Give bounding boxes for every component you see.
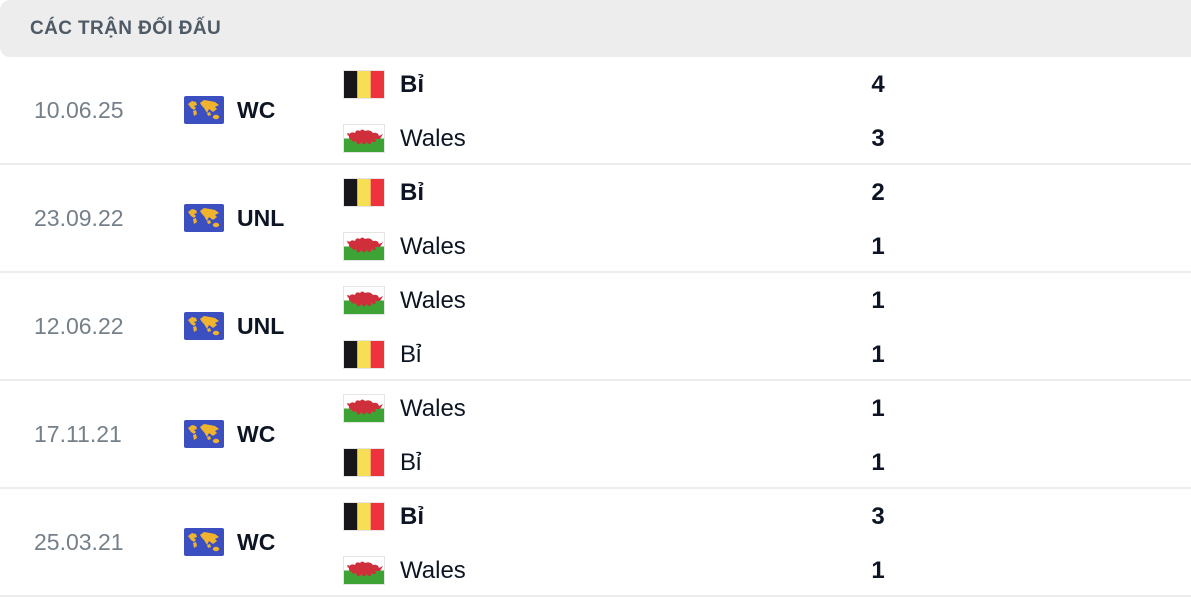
team-row: Wales bbox=[344, 125, 466, 152]
competition: WC bbox=[184, 381, 275, 487]
team-row: Bỉ bbox=[344, 341, 466, 368]
match-row[interactable]: 17.11.21 WC Wales bbox=[0, 381, 1191, 489]
section-title: CÁC TRẬN ĐỐI ĐẤU bbox=[30, 17, 222, 39]
team-score: 4 bbox=[871, 71, 885, 98]
team-score: 2 bbox=[871, 179, 885, 206]
scores-column: 3 1 bbox=[856, 503, 900, 584]
team-name: Bỉ bbox=[400, 70, 424, 98]
section-header: CÁC TRẬN ĐỐI ĐẤU bbox=[0, 0, 1191, 57]
team-name: Wales bbox=[400, 394, 466, 422]
world-map-icon bbox=[184, 420, 224, 448]
team-flag-icon bbox=[344, 71, 384, 98]
team-flag-icon bbox=[344, 449, 384, 476]
competition: WC bbox=[184, 489, 275, 595]
match-row[interactable]: 23.09.22 UNL Bỉ bbox=[0, 165, 1191, 273]
match-date: 17.11.21 bbox=[34, 420, 122, 447]
world-map-icon bbox=[184, 204, 224, 232]
team-row: Wales bbox=[344, 233, 466, 260]
team-name: Bỉ bbox=[400, 340, 422, 368]
teams-column: Bỉ Wales bbox=[344, 71, 466, 152]
team-row: Bỉ bbox=[344, 503, 466, 530]
team-score: 1 bbox=[871, 233, 885, 260]
team-name: Bỉ bbox=[400, 448, 422, 476]
competition-label: WC bbox=[237, 96, 276, 123]
scores-column: 2 1 bbox=[856, 179, 900, 260]
teams-column: Bỉ Wales bbox=[344, 503, 466, 584]
team-row: Wales bbox=[344, 287, 466, 314]
scores-column: 1 1 bbox=[856, 287, 900, 368]
team-flag-icon bbox=[344, 395, 384, 422]
scores-column: 1 1 bbox=[856, 395, 900, 476]
match-date: 12.06.22 bbox=[34, 312, 124, 339]
match-row[interactable]: 10.06.25 WC Bỉ bbox=[0, 57, 1191, 165]
team-score: 1 bbox=[871, 395, 885, 422]
competition: UNL bbox=[184, 273, 284, 379]
competition-label: UNL bbox=[237, 312, 285, 339]
competition: WC bbox=[184, 57, 275, 163]
competition: UNL bbox=[184, 165, 284, 271]
team-name: Wales bbox=[400, 232, 466, 260]
match-date: 25.03.21 bbox=[34, 528, 124, 555]
team-name: Wales bbox=[400, 124, 466, 152]
match-date: 23.09.22 bbox=[34, 204, 124, 231]
team-flag-icon bbox=[344, 287, 384, 314]
scores-column: 4 3 bbox=[856, 71, 900, 152]
competition-label: UNL bbox=[237, 204, 285, 231]
team-row: Bỉ bbox=[344, 71, 466, 98]
match-date: 10.06.25 bbox=[34, 96, 124, 123]
team-row: Bỉ bbox=[344, 449, 466, 476]
team-name: Bỉ bbox=[400, 502, 424, 530]
match-row[interactable]: 25.03.21 WC Bỉ bbox=[0, 489, 1191, 597]
team-score: 1 bbox=[871, 449, 885, 476]
teams-column: Wales Bỉ bbox=[344, 395, 466, 476]
team-score: 1 bbox=[871, 557, 885, 584]
team-flag-icon bbox=[344, 233, 384, 260]
world-map-icon bbox=[184, 528, 224, 556]
team-flag-icon bbox=[344, 557, 384, 584]
teams-column: Wales Bỉ bbox=[344, 287, 466, 368]
world-map-icon bbox=[184, 312, 224, 340]
team-score: 1 bbox=[871, 287, 885, 314]
team-flag-icon bbox=[344, 341, 384, 368]
competition-label: WC bbox=[237, 420, 276, 447]
teams-column: Bỉ Wales bbox=[344, 179, 466, 260]
competition-label: WC bbox=[237, 528, 276, 555]
team-flag-icon bbox=[344, 125, 384, 152]
team-flag-icon bbox=[344, 503, 384, 530]
team-score: 1 bbox=[871, 341, 885, 368]
team-name: Wales bbox=[400, 286, 466, 314]
team-row: Wales bbox=[344, 395, 466, 422]
team-name: Bỉ bbox=[400, 178, 424, 206]
team-score: 3 bbox=[871, 503, 885, 530]
team-flag-icon bbox=[344, 179, 384, 206]
match-row[interactable]: 12.06.22 UNL Wales bbox=[0, 273, 1191, 381]
team-row: Bỉ bbox=[344, 179, 466, 206]
world-map-icon bbox=[184, 96, 224, 124]
team-row: Wales bbox=[344, 557, 466, 584]
team-name: Wales bbox=[400, 556, 466, 584]
team-score: 3 bbox=[871, 125, 885, 152]
